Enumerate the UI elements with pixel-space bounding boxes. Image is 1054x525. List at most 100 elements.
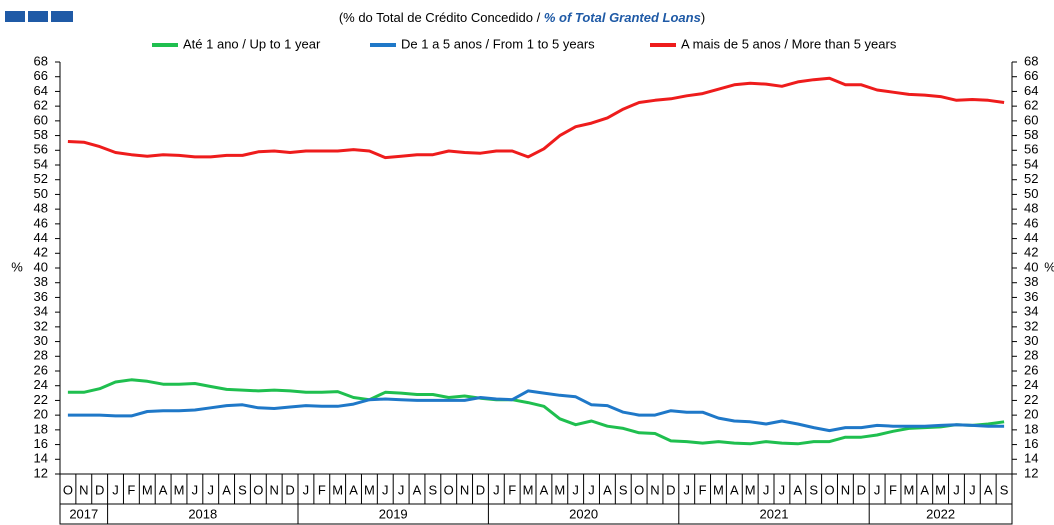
y2-tick-label: 36 xyxy=(1024,289,1038,304)
y2-tick-label: 16 xyxy=(1024,436,1038,451)
x-tick-label: A xyxy=(349,482,358,497)
y-tick-label: 34 xyxy=(34,304,48,319)
x-tick-label: J xyxy=(303,482,310,497)
y2-tick-label: 12 xyxy=(1024,465,1038,480)
logo-block xyxy=(28,11,48,22)
x-tick-label: M xyxy=(332,482,343,497)
y-tick-label: 56 xyxy=(34,142,48,157)
x-tick-label: J xyxy=(779,482,786,497)
year-label: 2017 xyxy=(69,506,98,521)
y-tick-label: 50 xyxy=(34,186,48,201)
x-tick-label: M xyxy=(554,482,565,497)
y2-tick-label: 64 xyxy=(1024,83,1038,98)
y-tick-label: 20 xyxy=(34,407,48,422)
series-line xyxy=(67,76,1005,160)
x-tick-label: A xyxy=(159,482,168,497)
y2-tick-label: 56 xyxy=(1024,142,1038,157)
x-tick-label: J xyxy=(493,482,500,497)
x-tick-label: O xyxy=(634,482,644,497)
y-tick-label: 12 xyxy=(34,465,48,480)
x-tick-label: D xyxy=(666,482,675,497)
x-tick-label: F xyxy=(508,482,516,497)
y-tick-label: 52 xyxy=(34,171,48,186)
x-tick-label: J xyxy=(192,482,199,497)
x-tick-label: F xyxy=(127,482,135,497)
legend-label: De 1 a 5 anos / From 1 to 5 years xyxy=(401,36,595,51)
x-tick-label: M xyxy=(745,482,756,497)
year-label: 2020 xyxy=(569,506,598,521)
x-tick-label: N xyxy=(270,482,279,497)
y-tick-label: 60 xyxy=(34,112,48,127)
x-tick-label: J xyxy=(683,482,690,497)
y-tick-label: 40 xyxy=(34,259,48,274)
x-tick-label: M xyxy=(713,482,724,497)
year-label: 2019 xyxy=(379,506,408,521)
y2-tick-label: 66 xyxy=(1024,68,1038,83)
y2-tick-label: 60 xyxy=(1024,112,1038,127)
x-tick-label: A xyxy=(413,482,422,497)
x-tick-label: O xyxy=(444,482,454,497)
y2-tick-label: 28 xyxy=(1024,348,1038,363)
y-tick-label: 22 xyxy=(34,392,48,407)
y-tick-label: 14 xyxy=(34,451,48,466)
x-tick-label: S xyxy=(809,482,818,497)
x-tick-label: D xyxy=(476,482,485,497)
x-tick-label: M xyxy=(142,482,153,497)
y2-tick-label: 52 xyxy=(1024,171,1038,186)
y2-tick-label: 26 xyxy=(1024,362,1038,377)
y-tick-label: 48 xyxy=(34,201,48,216)
y-tick-label: 42 xyxy=(34,245,48,260)
y-tick-label: 62 xyxy=(34,98,48,113)
y2-tick-label: 32 xyxy=(1024,318,1038,333)
x-tick-label: J xyxy=(398,482,405,497)
y2-tick-label: 62 xyxy=(1024,98,1038,113)
y-axis-label: % xyxy=(11,259,23,274)
logo-block xyxy=(51,11,73,22)
y-tick-label: 24 xyxy=(34,377,48,392)
y2-tick-label: 54 xyxy=(1024,156,1038,171)
title-part: ) xyxy=(701,10,705,25)
series-line xyxy=(67,378,1005,446)
x-tick-label: F xyxy=(699,482,707,497)
y-tick-label: 30 xyxy=(34,333,48,348)
y2-tick-label: 34 xyxy=(1024,304,1038,319)
x-tick-label: N xyxy=(460,482,469,497)
x-tick-label: F xyxy=(318,482,326,497)
x-tick-label: S xyxy=(1000,482,1009,497)
x-tick-label: A xyxy=(222,482,231,497)
x-tick-label: A xyxy=(603,482,612,497)
x-tick-label: J xyxy=(969,482,976,497)
y-tick-label: 18 xyxy=(34,421,48,436)
x-tick-label: S xyxy=(619,482,628,497)
y2-tick-label: 18 xyxy=(1024,421,1038,436)
series-line xyxy=(67,389,1005,433)
y-tick-label: 58 xyxy=(34,127,48,142)
y2-tick-label: 40 xyxy=(1024,259,1038,274)
x-tick-label: J xyxy=(382,482,389,497)
x-tick-label: J xyxy=(953,482,960,497)
x-tick-label: J xyxy=(207,482,214,497)
x-tick-label: A xyxy=(730,482,739,497)
year-label: 2018 xyxy=(188,506,217,521)
y2-tick-label: 42 xyxy=(1024,245,1038,260)
y2-tick-label: 30 xyxy=(1024,333,1038,348)
y2-tick-label: 50 xyxy=(1024,186,1038,201)
x-tick-label: J xyxy=(112,482,119,497)
x-tick-label: O xyxy=(63,482,73,497)
x-tick-label: M xyxy=(903,482,914,497)
x-tick-label: M xyxy=(364,482,375,497)
y2-tick-label: 58 xyxy=(1024,127,1038,142)
y2-axis-label: % xyxy=(1044,259,1054,274)
legend-label: Até 1 ano / Up to 1 year xyxy=(183,36,321,51)
logo-block xyxy=(5,11,25,22)
chart-title: (% do Total de Crédito Concedido / % of … xyxy=(339,10,705,25)
x-tick-label: M xyxy=(523,482,534,497)
x-tick-label: N xyxy=(841,482,850,497)
x-tick-label: M xyxy=(935,482,946,497)
y-tick-label: 44 xyxy=(34,230,48,245)
year-label: 2022 xyxy=(926,506,955,521)
y2-tick-label: 46 xyxy=(1024,215,1038,230)
x-tick-label: F xyxy=(889,482,897,497)
y-tick-label: 16 xyxy=(34,436,48,451)
